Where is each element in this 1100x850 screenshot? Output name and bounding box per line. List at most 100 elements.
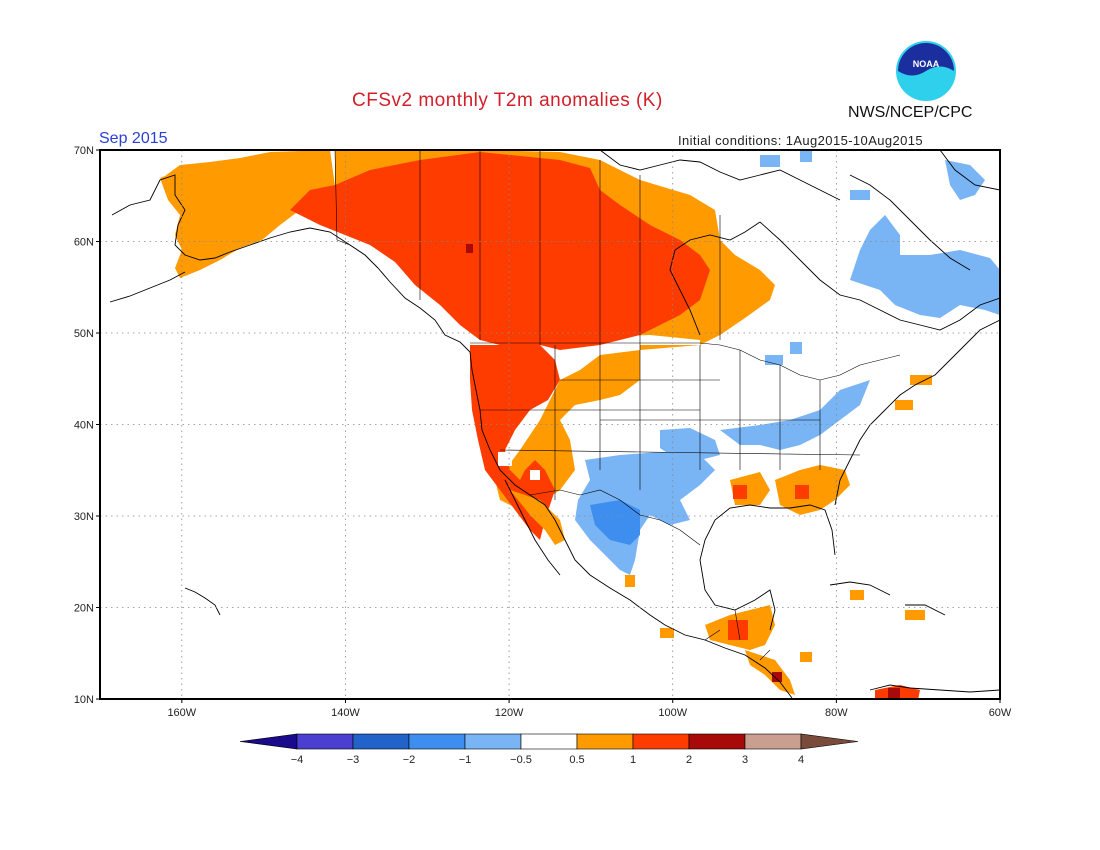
coastline-greenland bbox=[939, 150, 1000, 191]
political-borders bbox=[334, 150, 901, 661]
lon-label: 100W bbox=[658, 707, 687, 719]
anomaly-region-great-lakes-cool bbox=[790, 342, 802, 354]
coastline-gulf-of-mexico bbox=[699, 504, 836, 561]
border-alaska-panhandle bbox=[336, 239, 379, 269]
colorbar-label: −0.5 bbox=[510, 754, 532, 766]
anomaly-region-arctic-cool bbox=[760, 155, 780, 167]
colorbar-swatch bbox=[464, 733, 522, 750]
border-canadian-provinces bbox=[419, 150, 721, 345]
anomaly-region-canada-red bbox=[290, 152, 710, 350]
colorbar-label: 0.5 bbox=[569, 754, 584, 766]
colorbar-swatch bbox=[688, 733, 746, 750]
anomaly-region-caribbean-warm bbox=[905, 610, 925, 620]
colorbar-swatch bbox=[632, 733, 690, 750]
lat-label: 50N bbox=[74, 328, 94, 340]
lon-label: 120W bbox=[495, 707, 524, 719]
lat-label: 30N bbox=[74, 511, 94, 523]
colorbar: −4 −3 −2 −1 −0.5 0.5 1 2 3 4 bbox=[239, 733, 859, 766]
anomaly-region-texas-cool bbox=[590, 500, 640, 545]
coastline-east-us bbox=[834, 319, 1000, 506]
lat-label: 10N bbox=[74, 694, 94, 706]
anomaly-region-southeast-warm bbox=[775, 465, 850, 515]
colorbar-swatch bbox=[352, 733, 410, 750]
anomaly-region-south-america-strong bbox=[888, 688, 900, 698]
lon-label: 60W bbox=[989, 707, 1012, 719]
anomaly-region-ne-warm bbox=[895, 400, 913, 410]
coastline-quebec bbox=[759, 221, 1000, 331]
colorbar-swatch bbox=[744, 733, 802, 750]
coastline-south-america bbox=[869, 684, 1000, 693]
coastline-arctic-islands bbox=[599, 150, 841, 201]
colorbar-label: −1 bbox=[459, 754, 472, 766]
anomaly-fields bbox=[160, 150, 1000, 699]
border-us-canada bbox=[470, 342, 901, 381]
forecast-month: Sep 2015 bbox=[99, 130, 168, 147]
coastline-hispaniola bbox=[905, 604, 946, 616]
anomaly-region-central-america-hot bbox=[728, 620, 748, 640]
anomaly-gap bbox=[530, 470, 540, 480]
agency-label: NWS/NCEP/CPC bbox=[848, 104, 973, 121]
lat-label: 40N bbox=[74, 420, 94, 432]
lon-label: 160W bbox=[167, 707, 196, 719]
lon-label: 80W bbox=[825, 707, 848, 719]
colorbar-label: 4 bbox=[798, 754, 804, 766]
lat-label: 60N bbox=[74, 237, 94, 249]
colorbar-swatch bbox=[296, 733, 354, 750]
colorbar-label: 3 bbox=[742, 754, 748, 766]
anomaly-region-alaska bbox=[160, 150, 335, 278]
longitude-labels: 160W 140W 120W 100W 80W 60W bbox=[167, 699, 1012, 719]
colorbar-swatch bbox=[576, 733, 634, 750]
colorbar-low-arrow bbox=[239, 733, 298, 750]
lat-label: 70N bbox=[74, 145, 94, 157]
anomaly-region-arctic-cool bbox=[800, 150, 812, 162]
noaa-logo-text: NOAA bbox=[913, 59, 940, 69]
border-alaska-canada bbox=[334, 150, 338, 241]
anomaly-region-quebec-cool bbox=[850, 215, 1000, 318]
anomaly-region-plains-cool bbox=[660, 428, 720, 460]
anomaly-region-ne-warm bbox=[910, 375, 932, 385]
border-central-america bbox=[704, 609, 771, 661]
anomaly-region-southwest-cool bbox=[575, 452, 715, 575]
anomaly-region-great-lakes-cool bbox=[765, 355, 783, 365]
anomaly-region-pacific-mexico bbox=[660, 628, 674, 638]
colorbar-label: 1 bbox=[630, 754, 636, 766]
lon-label: 140W bbox=[331, 707, 360, 719]
anomaly-region-pacific-mexico bbox=[625, 575, 635, 587]
lat-label: 20N bbox=[74, 603, 94, 615]
anomaly-region-caribbean-warm bbox=[800, 652, 812, 662]
anomaly-region-caribbean-warm bbox=[850, 590, 864, 600]
graticule bbox=[100, 150, 1000, 699]
border-us-states bbox=[480, 345, 861, 500]
anomaly-region-southeast-hot bbox=[795, 485, 809, 499]
anomaly-region-west-coast bbox=[470, 345, 560, 540]
noaa-logo: NOAA bbox=[895, 40, 957, 102]
colorbar-label: 2 bbox=[686, 754, 692, 766]
colorbar-label: −2 bbox=[403, 754, 416, 766]
initial-conditions: Initial conditions: 1Aug2015-10Aug2015 bbox=[678, 133, 924, 148]
coastline-hudson-bay bbox=[669, 221, 761, 336]
anomaly-region-baja bbox=[510, 490, 565, 545]
chart-title: CFSv2 monthly T2m anomalies (K) bbox=[352, 90, 663, 111]
colorbar-high-arrow bbox=[800, 733, 859, 750]
anomaly-region-arctic-cool bbox=[850, 190, 870, 200]
anomaly-region-labrador-cool bbox=[945, 160, 985, 200]
colorbar-label: −3 bbox=[347, 754, 360, 766]
colorbar-label: −4 bbox=[291, 754, 304, 766]
anomaly-gap bbox=[498, 452, 512, 466]
coastline-hawaii bbox=[184, 587, 221, 616]
anomaly-region-southeast-hot bbox=[733, 485, 747, 499]
latitude-labels: 70N 60N 50N 40N 30N 20N 10N bbox=[74, 145, 100, 706]
colorbar-swatch bbox=[520, 733, 578, 750]
coastline-west-us bbox=[469, 351, 793, 699]
anomaly-region-midwest-cool bbox=[720, 380, 870, 450]
coastline-baja bbox=[504, 479, 561, 576]
coastlines bbox=[109, 150, 1000, 699]
coastline-yucatan bbox=[699, 559, 776, 631]
coastline-cuba bbox=[829, 581, 891, 596]
coastline-aleutians bbox=[109, 271, 186, 303]
anomaly-spot-strong bbox=[466, 244, 473, 253]
border-us-mexico bbox=[529, 489, 701, 546]
anomaly-region-central-america-strong bbox=[772, 672, 782, 682]
colorbar-swatch bbox=[408, 733, 466, 750]
